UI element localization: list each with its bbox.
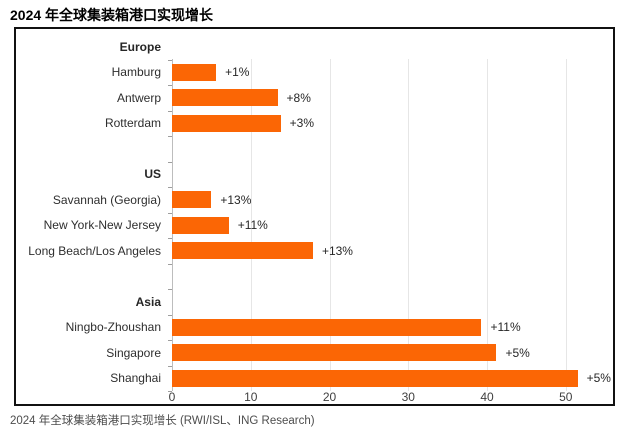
group-header-row: Europe <box>16 34 613 60</box>
growth-label: +1% <box>225 65 250 80</box>
port-label: Singapore <box>106 345 161 360</box>
bar-track: +13% <box>172 187 613 213</box>
bar-row: Long Beach/Los Angeles +13% <box>16 238 613 264</box>
bar-rows: Europe Hamburg +1% Antwerp +8% Rotterdam +3% US… <box>16 34 613 391</box>
bar-track: +8% <box>172 85 613 111</box>
category-axis-tick <box>168 289 172 290</box>
bar-track: +11% <box>172 213 613 239</box>
bar-track: +13% <box>172 238 613 264</box>
category-axis-tick <box>168 161 172 163</box>
port-label: Hamburg <box>111 65 161 80</box>
value-bar <box>172 216 229 234</box>
category-axis-tick <box>168 314 172 316</box>
x-tick-label: 30 <box>401 390 415 404</box>
growth-label: +5% <box>586 371 611 386</box>
growth-label: +13% <box>321 243 353 258</box>
category-axis-tick <box>168 136 172 137</box>
bar-track <box>172 289 613 315</box>
spacer-row <box>16 136 613 162</box>
x-tick-label: 0 <box>168 390 176 404</box>
spacer-row <box>16 264 613 290</box>
port-label: New York-New Jersey <box>43 218 161 233</box>
port-label: Long Beach/Los Angeles <box>28 243 161 258</box>
category-axis-tick <box>168 187 172 188</box>
growth-label: +11% <box>490 320 521 335</box>
value-bar <box>172 114 281 132</box>
bar-row: Rotterdam +3% <box>16 111 613 137</box>
port-label: Antwerp <box>116 90 161 105</box>
value-bar <box>172 344 497 362</box>
gridline <box>408 59 410 391</box>
gridline <box>487 59 488 391</box>
category-axis-tick <box>168 238 172 239</box>
x-tick-label: 10 <box>244 390 258 404</box>
category-axis-tick <box>168 365 172 367</box>
bar-row: Savannah (Georgia) +13% <box>16 187 613 213</box>
gridline <box>565 59 567 391</box>
group-label: US <box>144 167 161 182</box>
plot-area: Europe Hamburg +1% Antwerp +8% Rotterdam +3% US… <box>16 29 613 404</box>
category-axis-tick <box>168 340 172 341</box>
port-label: Rotterdam <box>104 116 161 131</box>
value-bar <box>172 89 278 107</box>
value-bar <box>172 191 212 209</box>
bar-track: +3% <box>172 111 613 137</box>
bar-track <box>172 136 613 162</box>
group-header-row: US <box>16 162 613 188</box>
bar-row: Antwerp +8% <box>16 85 613 111</box>
category-axis-tick <box>168 212 172 214</box>
category-axis-tick <box>168 391 172 392</box>
group-label: Asia <box>135 294 161 309</box>
chart-frame: Europe Hamburg +1% Antwerp +8% Rotterdam +3% US… <box>14 27 615 406</box>
value-bar <box>172 242 313 260</box>
group-header-row: Asia <box>16 289 613 315</box>
x-tick-label: 40 <box>480 390 494 404</box>
x-axis-tick-labels: 0 10 20 30 40 50 <box>168 390 613 404</box>
value-bar <box>172 318 482 336</box>
growth-label: +5% <box>505 345 530 360</box>
bar-row: New York-New Jersey +11% <box>16 213 613 239</box>
x-tick-label: 50 <box>559 390 573 404</box>
bar-track <box>172 34 613 60</box>
gridlines <box>172 59 613 391</box>
bar-track <box>172 162 613 188</box>
growth-label: +11% <box>237 218 268 233</box>
group-label: Europe <box>119 39 161 54</box>
category-axis-tick <box>168 263 172 265</box>
growth-label: +13% <box>220 192 252 207</box>
chart-title: 2024 年全球集装箱港口实现增长 <box>10 7 214 23</box>
x-tick-label: 20 <box>322 390 337 404</box>
category-axis-tick <box>168 110 172 112</box>
value-bar <box>172 369 578 387</box>
chart-source-note: 2024 年全球集装箱港口实现增长 (RWI/ISL、ING Research) <box>10 415 315 427</box>
value-bar <box>172 63 217 81</box>
category-axis-tick <box>168 59 172 61</box>
growth-label: +8% <box>286 90 311 105</box>
port-label: Savannah (Georgia) <box>52 192 161 207</box>
growth-label: +3% <box>289 116 315 131</box>
bar-track: +5% <box>172 340 613 366</box>
bar-track: +1% <box>172 60 613 86</box>
bar-row: Hamburg +1% <box>16 60 613 86</box>
bar-row: Ningbo-Zhoushan +11% <box>16 315 613 341</box>
bar-row: Shanghai +5% <box>16 366 613 392</box>
gridline <box>250 59 252 391</box>
category-axis-tick <box>168 85 172 86</box>
bar-row: Singapore +5% <box>16 340 613 366</box>
bar-track: +11% <box>172 315 613 341</box>
gridline <box>329 59 331 391</box>
bar-track <box>172 264 613 290</box>
port-label: Ningbo-Zhoushan <box>65 320 161 335</box>
bar-track: +5% <box>172 366 613 392</box>
port-label: Shanghai <box>110 371 161 386</box>
